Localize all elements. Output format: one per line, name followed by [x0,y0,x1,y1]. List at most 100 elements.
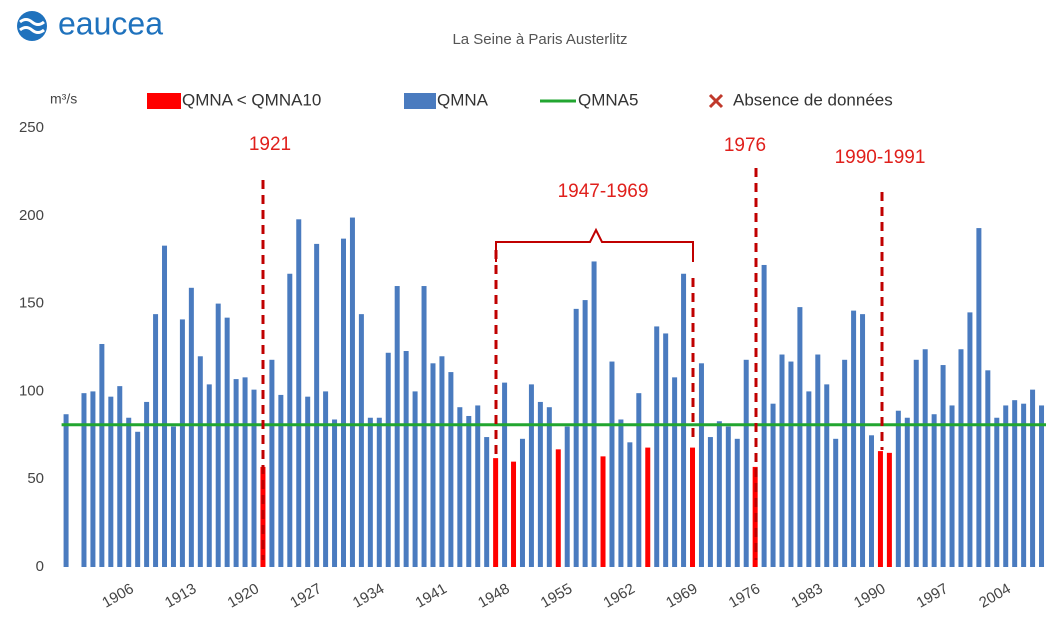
x-tick-label: 2004 [976,580,1013,611]
logo: eaucea [17,5,163,41]
y-tick-label: 0 [36,558,44,575]
y-tick-label: 200 [19,207,44,224]
bar [90,391,96,567]
bar [654,326,660,567]
bar [788,361,794,567]
bar [475,405,481,567]
legend-label: Absence de données [733,90,893,109]
bar [484,437,490,567]
bar [743,359,749,567]
bar [412,391,418,567]
bar [591,261,597,567]
bar [1030,389,1036,567]
x-tick-label: 1955 [538,580,575,611]
y-tick-label: 50 [27,470,44,487]
bar [824,384,830,567]
bar [645,447,651,567]
bar [466,415,472,567]
logo-waves [19,18,45,34]
logo-icon [17,11,47,41]
bar [251,389,257,567]
bar [609,361,615,567]
legend-swatch [708,93,724,109]
bar [761,264,767,567]
y-tick-label: 250 [19,119,44,136]
bar [269,359,275,567]
x-tick-label: 1990 [851,580,888,611]
x-tick-label: 1976 [726,580,763,611]
bar [690,447,696,567]
bar [215,303,221,567]
annotations [495,227,694,262]
bar [430,363,436,567]
bar [573,308,579,567]
annotation: 1947-1969 [558,181,649,202]
x-tick-label: 1962 [600,580,637,611]
bar [770,403,776,567]
bar [940,365,946,567]
bar [502,382,508,567]
bar [627,442,633,567]
y-tick-label: 100 [19,382,44,399]
bar [707,437,713,567]
bar [1039,405,1045,567]
legend-swatch [147,93,181,109]
bar [394,286,400,567]
bar [323,391,329,567]
bracket [495,227,694,262]
legend-swatch [404,93,436,109]
bar [976,228,982,568]
bar [287,273,293,567]
x-tick-label: 1983 [788,580,825,611]
bar [314,243,320,567]
x-tick-label: 1948 [475,580,512,611]
bar [108,396,114,567]
bar [367,417,373,567]
bar [815,354,821,567]
x-tick-label: 1941 [413,580,450,611]
bar [833,438,839,567]
bar [546,407,552,567]
bar [851,310,857,567]
bar [340,238,346,568]
bar [725,426,731,567]
bar [439,356,445,567]
bar [806,391,812,567]
bar [296,219,302,567]
bar [224,317,230,567]
bar [600,456,606,567]
bar [842,359,848,567]
bar [162,245,168,568]
bar [895,410,901,567]
bar [797,307,803,567]
x-tick-label: 1906 [99,580,136,611]
annotation: 1990-1991 [835,147,926,168]
bar [233,379,239,567]
bar [564,426,570,567]
chart-title: La Seine à Paris Austerlitz [452,31,627,48]
bar [967,312,973,567]
bar [278,394,284,567]
bar [734,438,740,567]
bar [332,419,338,567]
bar [672,377,678,567]
bar [860,314,866,567]
bar [385,352,391,567]
bar [985,370,991,567]
bar [886,452,892,567]
bar [81,393,87,567]
bar [135,431,141,567]
bar [716,421,722,567]
x-tick-label: 1969 [663,580,700,611]
bar [457,407,463,567]
x-tick-label: 1934 [350,580,387,611]
bar [779,354,785,567]
legend-label: QMNA5 [578,90,638,109]
bar [144,401,150,567]
bar [528,384,534,567]
bar [913,359,919,567]
x-tick-label: 1927 [287,580,324,611]
bar [179,319,185,567]
bar [663,333,669,567]
